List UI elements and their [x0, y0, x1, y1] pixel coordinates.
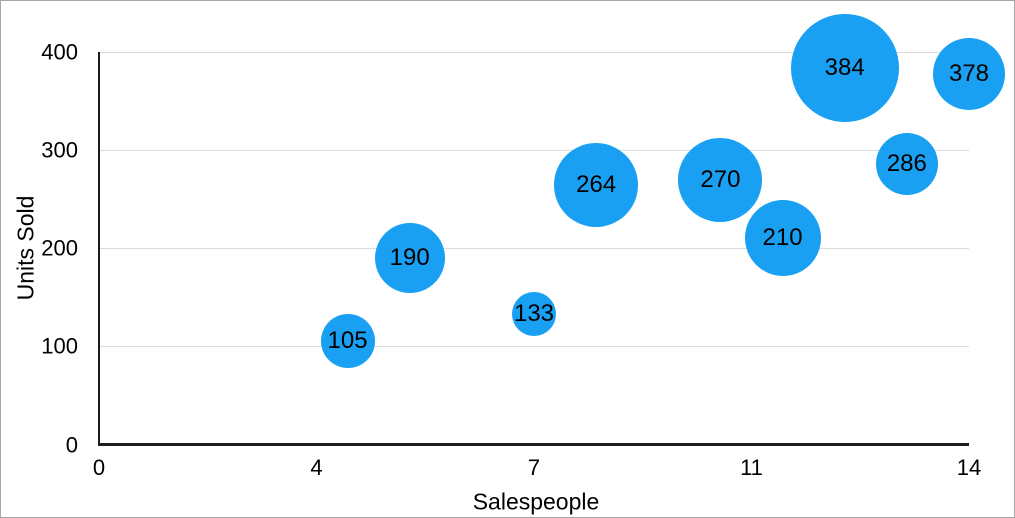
bubble-value-label: 105: [327, 327, 368, 355]
bubble-value-label: 210: [762, 224, 803, 252]
gridline-y-200: [99, 247, 969, 249]
bubble-value-label: 264: [576, 171, 617, 199]
x-tick-label-11: 11: [740, 455, 763, 480]
bubble-210: 210: [744, 200, 821, 277]
bubble-value-label: 133: [513, 299, 555, 327]
bubble-value-label: 190: [389, 244, 430, 272]
bubble-value-label: 378: [948, 59, 990, 87]
bubble-133: 133: [512, 291, 556, 336]
gridline-y-400: [99, 51, 969, 53]
x-tick-label-14: 14: [956, 455, 982, 480]
y-axis-line: [97, 52, 101, 446]
bubble-105: 105: [320, 314, 375, 369]
bubble-value-label: 384: [824, 53, 865, 81]
x-tick-label-7: 7: [527, 455, 541, 480]
bubble-378: 378: [933, 37, 1005, 110]
bubble-value-label: 286: [886, 149, 927, 177]
bubble-384: 384: [790, 13, 899, 122]
bubble-190: 190: [374, 223, 445, 294]
y-tick-label-300: 300: [41, 137, 78, 163]
y-tick-label-400: 400: [41, 39, 78, 65]
x-axis-title: Salespeople: [472, 488, 600, 515]
bubble-value-label: 270: [700, 165, 741, 193]
x-tick-label-4: 4: [310, 455, 323, 480]
y-tick-label-200: 200: [41, 235, 78, 261]
x-tick-label-0: 0: [92, 455, 106, 480]
y-tick-label-100: 100: [41, 333, 78, 359]
y-tick-label-0: 0: [65, 431, 78, 457]
gridline-y-100: [99, 345, 969, 347]
x-axis-line: [97, 443, 969, 446]
bubble-286: 286: [875, 132, 938, 195]
bubble-270: 270: [678, 137, 763, 222]
gridline-y-300: [99, 149, 969, 151]
bubble-264: 264: [554, 143, 639, 228]
